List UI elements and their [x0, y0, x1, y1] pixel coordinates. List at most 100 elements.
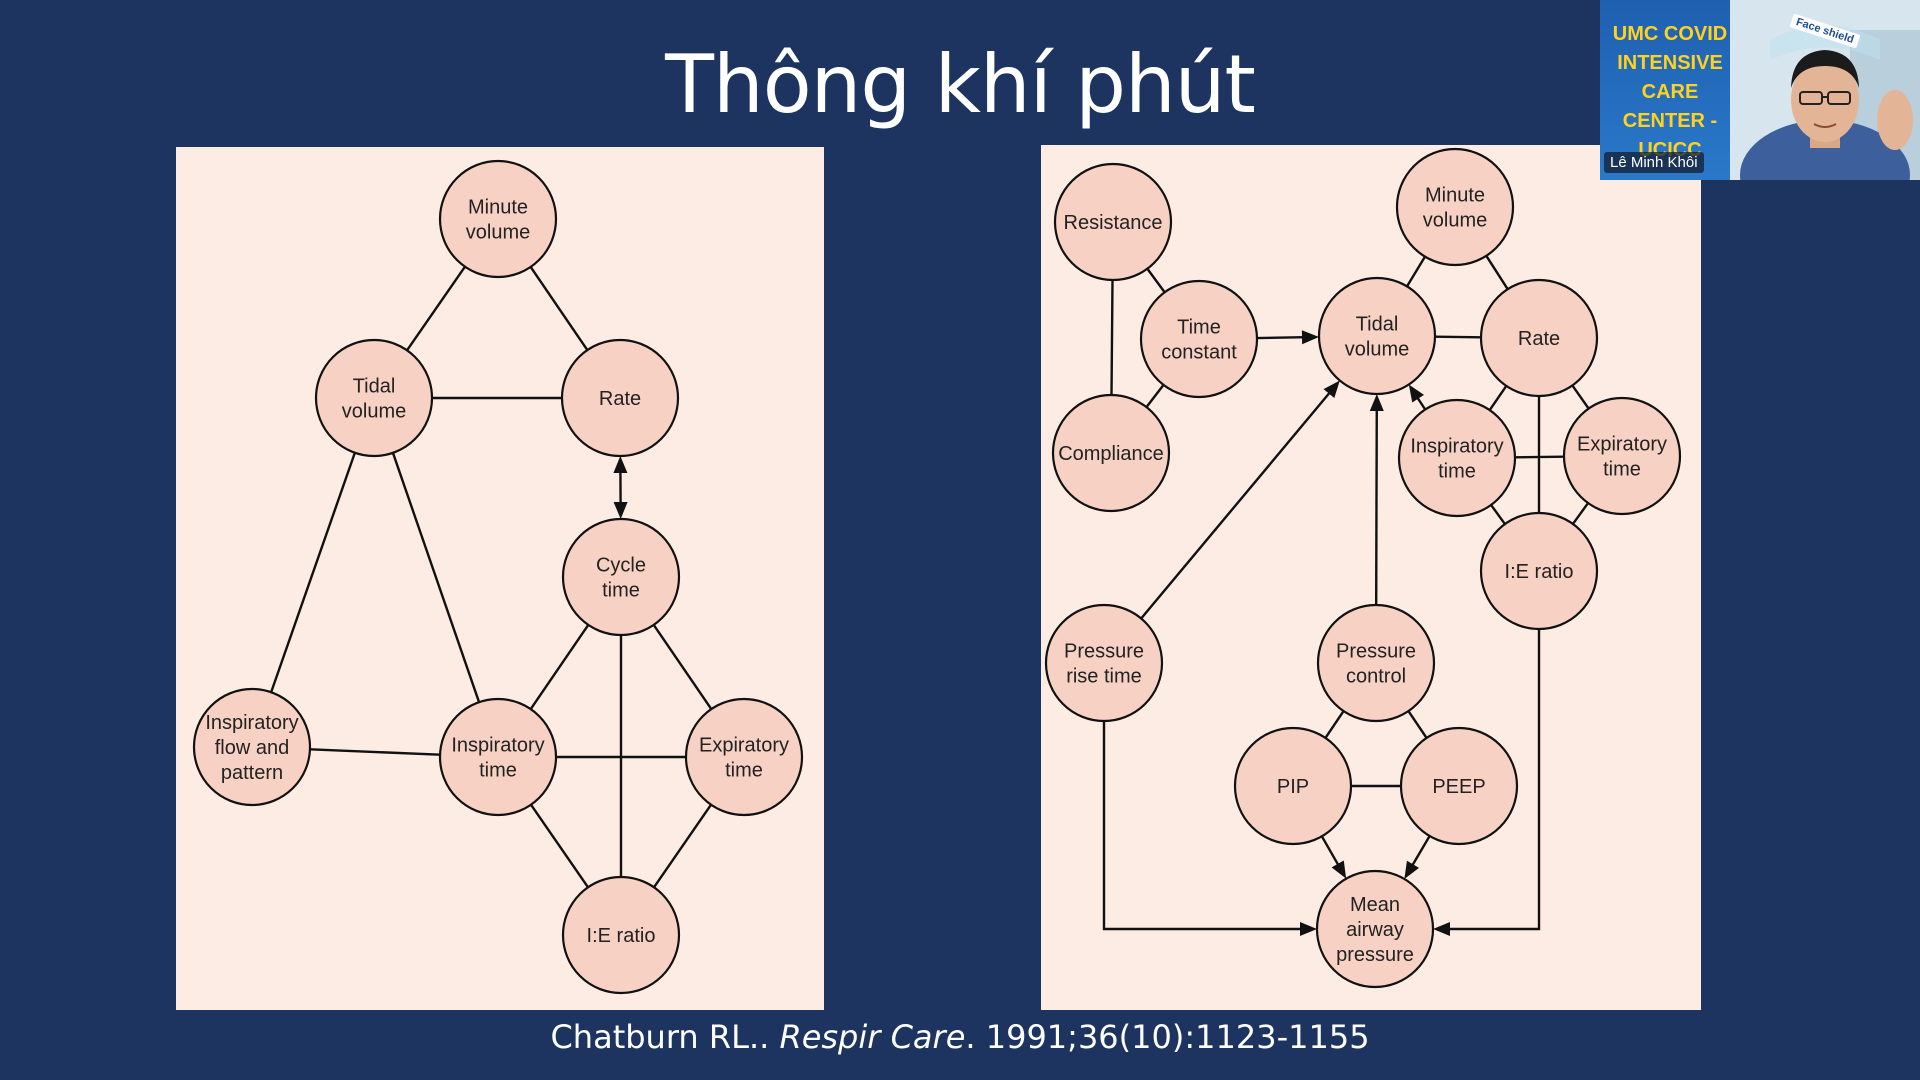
node-exp-time-label: Expiratory — [1577, 434, 1667, 456]
node-resistance-label: Resistance — [1064, 212, 1163, 234]
edge-rate-to-cycle-time-arrowhead-3b — [613, 455, 628, 474]
node-insp-time-circle — [438, 697, 558, 817]
edge-time-constant-to-tidal-volume — [1256, 336, 1306, 340]
node-cycle-time: Cycle time — [561, 517, 681, 637]
node-minute-volume-label: volume — [466, 222, 530, 244]
node-minute-volume-circle — [1395, 147, 1515, 267]
node-rate: Rate — [560, 338, 680, 458]
node-rate-circle — [560, 338, 680, 458]
node-pressure-control-circle — [1316, 603, 1436, 723]
node-rate-circle — [1479, 278, 1599, 398]
node-cycle-time-circle — [561, 517, 681, 637]
diagram-left: MinutevolumeTidalvolumeRateCycletimeInsp… — [192, 159, 804, 995]
webcam-banner-text: UMC COVID INTENSIVE CARE CENTER - UCICC — [1612, 23, 1728, 161]
edge-tidal-volume-to-insp-flow — [270, 452, 356, 693]
node-exp-time-label: Expiratory — [699, 735, 789, 757]
node-tidal-volume-circle — [1317, 276, 1437, 396]
diagram-left-panel: Minute volume Tidal volume Rate Cycle time Insp… — [176, 147, 824, 1010]
node-insp-time-label: time — [1438, 461, 1476, 483]
node-pressure-rise: Pressure rise time — [1044, 603, 1164, 723]
node-exp-time: Expiratory time — [684, 697, 804, 817]
edge-pressure-control-to-pip — [1324, 710, 1345, 739]
edge-exp-time-to-ie-ratio — [652, 804, 713, 888]
edge-pressure-control-to-tidal-volume — [1374, 407, 1378, 606]
node-pip-label: PIP — [1277, 776, 1309, 798]
node-tidal-volume-circle — [314, 338, 434, 458]
node-pip-circle — [1233, 726, 1353, 846]
edge-time-constant-to-tidal-volume-arrowhead-3 — [1301, 330, 1320, 345]
node-minute-volume-label: Minute — [1425, 185, 1485, 207]
node-insp-time-label: Inspiratory — [451, 735, 544, 757]
citation-details: . 1991;36(10):1123-1155 — [965, 1018, 1370, 1056]
node-tidal-volume-label: volume — [1345, 339, 1409, 361]
node-rate-label: Rate — [599, 388, 641, 410]
node-insp-flow-label: pattern — [221, 762, 283, 784]
node-tidal-volume-label: Tidal — [1356, 314, 1399, 336]
node-insp-flow-circle — [192, 687, 312, 807]
node-minute-volume-circle — [438, 159, 558, 279]
node-resistance-circle — [1053, 162, 1173, 282]
node-exp-time-label: time — [1603, 459, 1641, 481]
citation-journal: Respir Care — [779, 1018, 966, 1056]
edge-tidal-volume-to-insp-time — [391, 452, 481, 703]
node-mean-airway-circle — [1315, 869, 1435, 989]
node-cycle-time-label: Cycle — [596, 555, 646, 577]
edge-insp-time-to-rate — [1488, 385, 1508, 411]
edge-peep-to-mean-airway-arrowhead-20 — [1404, 860, 1420, 879]
node-tidal-volume-label: Tidal — [353, 376, 396, 398]
edge-pressure-control-to-peep — [1407, 710, 1428, 739]
node-exp-time-label: time — [725, 760, 763, 782]
node-tidal-volume: Tidal volume — [314, 338, 434, 458]
edges — [1102, 255, 1590, 936]
node-cycle-time-label: time — [602, 580, 640, 602]
node-time-constant: Time constant — [1139, 279, 1259, 399]
edge-cycle-time-to-insp-time — [529, 624, 590, 710]
edge-pressure-control-to-tidal-volume-arrowhead-15 — [1369, 393, 1384, 412]
node-pressure-rise-label: Pressure — [1064, 641, 1144, 663]
diagram-right-panel: Resistance Compliance Time constant Minute vo… — [1041, 145, 1701, 1010]
webcam-person — [1730, 0, 1920, 180]
node-minute-volume-label: Minute — [468, 197, 528, 219]
node-mean-airway-label: pressure — [1336, 944, 1414, 966]
edge-pip-to-mean-airway-arrowhead-19 — [1331, 860, 1347, 879]
node-pressure-rise-circle — [1044, 603, 1164, 723]
edge-pressure-rise-to-mean-airway — [1102, 721, 1302, 931]
node-pressure-control: Pressure control — [1316, 603, 1436, 723]
node-pressure-control-label: Pressure — [1336, 641, 1416, 663]
node-ie-ratio-label: I:E ratio — [1505, 561, 1574, 583]
edge-pressure-rise-to-tidal-volume-arrowhead-14 — [1323, 380, 1340, 399]
edge-ie-ratio-to-mean-airway — [1448, 629, 1541, 931]
node-mean-airway-label: airway — [1346, 919, 1404, 941]
node-peep: PEEP — [1399, 726, 1519, 846]
edge-minute-volume-to-tidal-volume — [1405, 256, 1427, 287]
edge-pressure-rise-to-tidal-volume — [1140, 390, 1332, 620]
node-ie-ratio-label: I:E ratio — [587, 925, 656, 947]
node-time-constant-circle — [1139, 279, 1259, 399]
citation: Chatburn RL.. Respir Care. 1991;36(10):1… — [0, 1018, 1920, 1056]
edge-exp-time-to-ie-ratio — [1571, 502, 1590, 525]
node-pressure-rise-label: rise time — [1066, 666, 1142, 688]
citation-author: Chatburn RL.. — [550, 1018, 780, 1056]
node-insp-flow: Inspiratory flow and pattern — [192, 687, 312, 807]
node-minute-volume-label: volume — [1423, 210, 1487, 232]
node-insp-time: Inspiratory time — [438, 697, 558, 817]
nodes: MinutevolumeTidalvolumeRateCycletimeInsp… — [192, 159, 804, 995]
node-pip: PIP — [1233, 726, 1353, 846]
nodes: Resistance Compliance Time constant Minute vo… — [1044, 147, 1682, 989]
node-minute-volume: Minute volume — [438, 159, 558, 279]
node-insp-time: Inspiratory time — [1397, 398, 1517, 518]
edge-ie-ratio-to-mean-airway-arrowhead-22 — [1433, 922, 1450, 936]
node-time-constant-label: Time — [1177, 317, 1221, 339]
node-insp-flow-label: Inspiratory — [205, 712, 298, 734]
node-minute-volume: Minute volume — [1395, 147, 1515, 267]
node-mean-airway: Mean airway pressure — [1315, 869, 1435, 989]
node-insp-flow-label: flow and — [215, 737, 290, 759]
node-insp-time-label: time — [479, 760, 517, 782]
edge-peep-to-mean-airway — [1410, 835, 1431, 868]
edge-cycle-time-to-exp-time — [652, 624, 713, 710]
webcam-overlay: UMC COVID INTENSIVE CARE CENTER - UCICC … — [1600, 0, 1920, 180]
node-compliance: Compliance — [1051, 393, 1171, 513]
node-peep-label: PEEP — [1432, 776, 1485, 798]
edge-insp-time-to-tidal-volume-arrowhead-7 — [1408, 384, 1424, 403]
diagram-right: Resistance Compliance Time constant Minute vo… — [1044, 147, 1682, 989]
